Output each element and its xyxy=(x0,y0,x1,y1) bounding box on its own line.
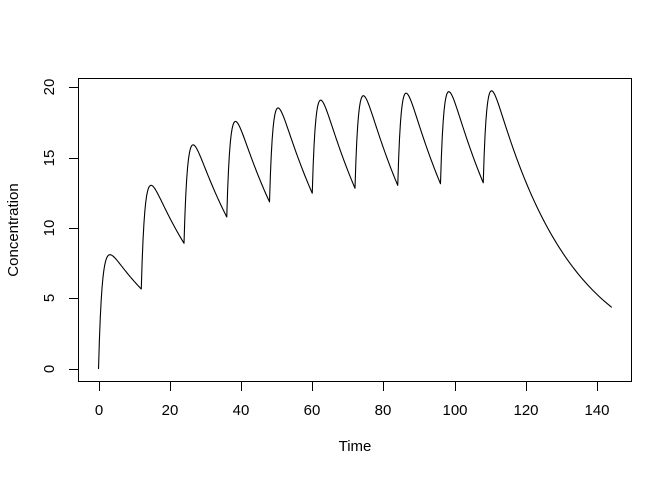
concentration-curve xyxy=(97,90,613,370)
x-tick-label: 60 xyxy=(304,402,321,419)
y-tick-label: 5 xyxy=(41,294,58,302)
plot-area: 0 20 40 60 80 100 120 140 0 5 10 15 20 xyxy=(41,78,632,419)
x-tick-label: 80 xyxy=(375,402,392,419)
y-tick-label: 20 xyxy=(41,79,58,96)
y-tick-label: 0 xyxy=(41,365,58,373)
x-tick-label: 40 xyxy=(233,402,250,419)
x-tick-label: 0 xyxy=(95,402,103,419)
plot-box xyxy=(78,78,632,382)
x-axis-title: Time xyxy=(339,438,372,455)
x-tick-label: 20 xyxy=(162,402,179,419)
x-tick-label: 140 xyxy=(584,402,609,419)
y-tick-label: 10 xyxy=(41,220,58,237)
y-axis-title: Concentration xyxy=(5,183,22,276)
x-tick-label: 100 xyxy=(442,402,467,419)
y-tick-label: 15 xyxy=(41,150,58,167)
x-tick-label: 120 xyxy=(513,402,538,419)
